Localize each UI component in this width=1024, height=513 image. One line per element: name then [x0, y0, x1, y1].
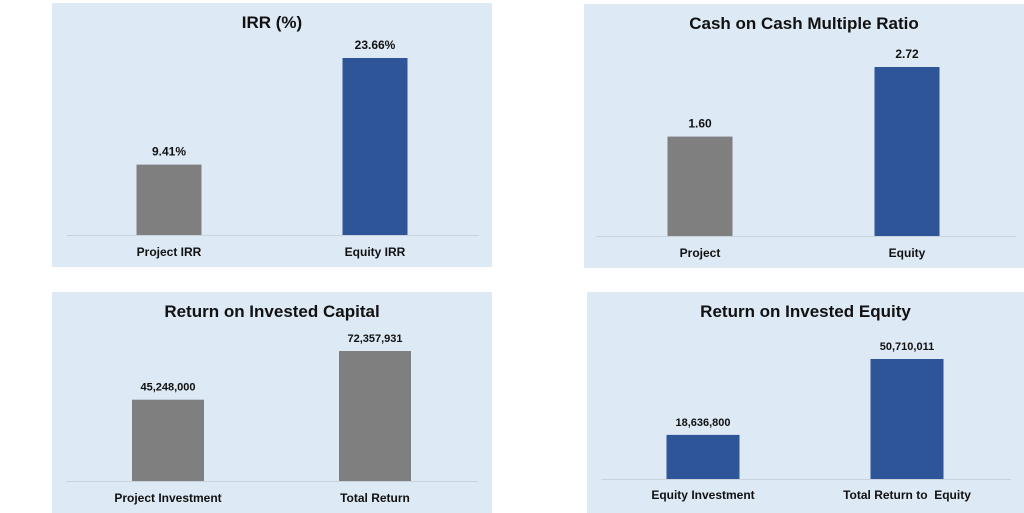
category-label: Equity Investment	[651, 488, 754, 502]
category-label: Total Return to Equity	[843, 488, 971, 502]
category-label: Project	[680, 246, 721, 260]
category-label: Project Investment	[114, 491, 221, 505]
bar-2	[874, 67, 940, 236]
data-label: 72,357,931	[347, 333, 402, 345]
chart-return-on-invested-equity-svg: Return on Invested Equity 18,636,800 Equit…	[601, 302, 1011, 502]
category-label: Project IRR	[137, 245, 202, 259]
chart-title: Return on Invested Equity	[700, 302, 911, 321]
category-label: Equity	[889, 246, 926, 260]
chart-title: IRR (%)	[242, 13, 302, 32]
category-label: Equity IRR	[345, 245, 406, 259]
chart-cash-on-cash: Cash on Cash Multiple Ratio 1.60 Project 2.…	[584, 4, 1024, 268]
bar-2	[870, 359, 944, 479]
data-label: 2.72	[895, 47, 919, 61]
chart-irr: IRR (%) 9.41% Project IRR 23.66% Equity IRR	[52, 3, 492, 267]
chart-return-on-invested-capital: Return on Invested Capital 45,248,000 Proj…	[52, 292, 492, 513]
bar-1	[667, 136, 733, 236]
bar-2	[342, 58, 408, 235]
data-label: 18,636,800	[675, 417, 730, 429]
bar-1	[136, 164, 202, 235]
bar-1	[132, 399, 204, 481]
data-label: 45,248,000	[140, 382, 195, 394]
data-label: 1.60	[688, 117, 712, 131]
data-label: 9.41%	[152, 145, 186, 159]
chart-return-on-invested-equity: Return on Invested Equity 18,636,800 Equit…	[587, 292, 1024, 513]
category-label: Total Return	[340, 491, 410, 505]
chart-return-on-invested-capital-svg: Return on Invested Capital 45,248,000 Proj…	[66, 302, 478, 505]
bar-1	[666, 434, 740, 479]
chart-irr-svg: IRR (%) 9.41% Project IRR 23.66% Equity IRR	[67, 13, 479, 259]
chart-title: Cash on Cash Multiple Ratio	[689, 14, 919, 33]
data-label: 50,710,011	[880, 341, 934, 353]
chart-cash-on-cash-svg: Cash on Cash Multiple Ratio 1.60 Project 2.…	[596, 14, 1016, 260]
chart-title: Return on Invested Capital	[164, 302, 379, 321]
bar-2	[339, 351, 411, 481]
data-label: 23.66%	[355, 38, 396, 52]
